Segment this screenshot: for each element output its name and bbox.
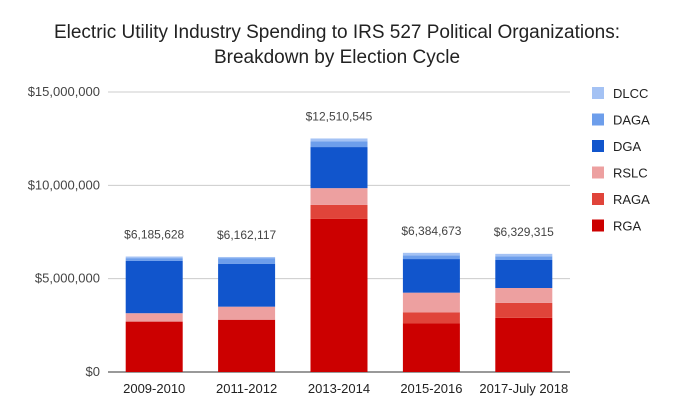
legend-swatch-rslc bbox=[592, 166, 604, 179]
bar-segment-raga bbox=[495, 302, 553, 318]
bar-segment-dga bbox=[402, 259, 460, 293]
x-tick-label: 2011-2012 bbox=[216, 381, 277, 396]
bar-total-label: $6,329,315 bbox=[494, 225, 554, 239]
bar-segment-dlcc bbox=[310, 138, 368, 142]
y-tick-label: $0 bbox=[86, 364, 100, 379]
legend-label-raga: RAGA bbox=[613, 192, 650, 207]
bar-segment-dlcc bbox=[495, 253, 553, 257]
bar-segment-rslc bbox=[218, 306, 276, 320]
legend-swatch-raga bbox=[592, 193, 604, 205]
legend-swatch-daga bbox=[592, 113, 604, 126]
bar-segment-dga bbox=[218, 263, 276, 307]
bar-total-label: $6,384,673 bbox=[401, 224, 461, 238]
bar-segment-dga bbox=[310, 147, 368, 189]
legend-swatch-rga bbox=[592, 219, 604, 232]
bar-total-label: $6,185,628 bbox=[124, 228, 184, 242]
legend-label-rga: RGA bbox=[613, 219, 642, 234]
bar-segment-rga bbox=[125, 321, 183, 372]
chart-title-line-1: Electric Utility Industry Spending to IR… bbox=[53, 22, 621, 43]
bar-segment-rga bbox=[495, 317, 553, 372]
bar-segment-rga bbox=[402, 323, 460, 372]
bar-segment-rslc bbox=[125, 313, 183, 322]
legend-label-dlcc: DLCC bbox=[613, 86, 648, 101]
bar-segment-daga bbox=[310, 141, 368, 148]
bar-segment-rslc bbox=[310, 188, 368, 205]
bar-segment-raga bbox=[310, 204, 368, 219]
chart-title-line-2: Breakdown by Election Cycle bbox=[213, 47, 461, 68]
x-tick-label: 2009-2010 bbox=[123, 381, 185, 396]
legend-swatch-dga bbox=[592, 140, 604, 152]
bar-segment-daga bbox=[218, 258, 276, 264]
bar-segment-rga bbox=[310, 218, 368, 372]
x-tick-label: 2015-2016 bbox=[400, 381, 462, 396]
x-tick-label: 2013-2014 bbox=[308, 381, 370, 396]
bar-segment-dga bbox=[495, 260, 553, 288]
x-tick-label: 2017-July 2018 bbox=[479, 381, 568, 396]
bar-segment-dlcc bbox=[125, 256, 183, 259]
y-tick-label: $5,000,000 bbox=[35, 271, 100, 286]
bar-segment-dga bbox=[125, 260, 183, 314]
bar-segment-dlcc bbox=[402, 252, 460, 256]
legend-label-dga: DGA bbox=[613, 139, 642, 154]
legend-swatch-dlcc bbox=[592, 87, 604, 99]
bar-segment-raga bbox=[402, 312, 460, 324]
bar-segment-daga bbox=[125, 258, 183, 261]
bar-total-label: $6,162,117 bbox=[217, 228, 276, 242]
bar-segment-daga bbox=[402, 255, 460, 260]
bar-total-label: $12,510,545 bbox=[306, 109, 373, 123]
y-tick-label: $10,000,000 bbox=[28, 177, 100, 192]
bar-segment-daga bbox=[495, 256, 553, 260]
legend-label-daga: DAGA bbox=[613, 113, 650, 128]
bar-segment-rslc bbox=[495, 288, 553, 303]
bar-segment-dlcc bbox=[218, 256, 276, 259]
bar-segment-rga bbox=[218, 319, 276, 372]
bar-segment-rslc bbox=[402, 292, 460, 313]
y-tick-label: $15,000,000 bbox=[28, 84, 100, 99]
legend-label-rslc: RSLC bbox=[613, 166, 648, 181]
